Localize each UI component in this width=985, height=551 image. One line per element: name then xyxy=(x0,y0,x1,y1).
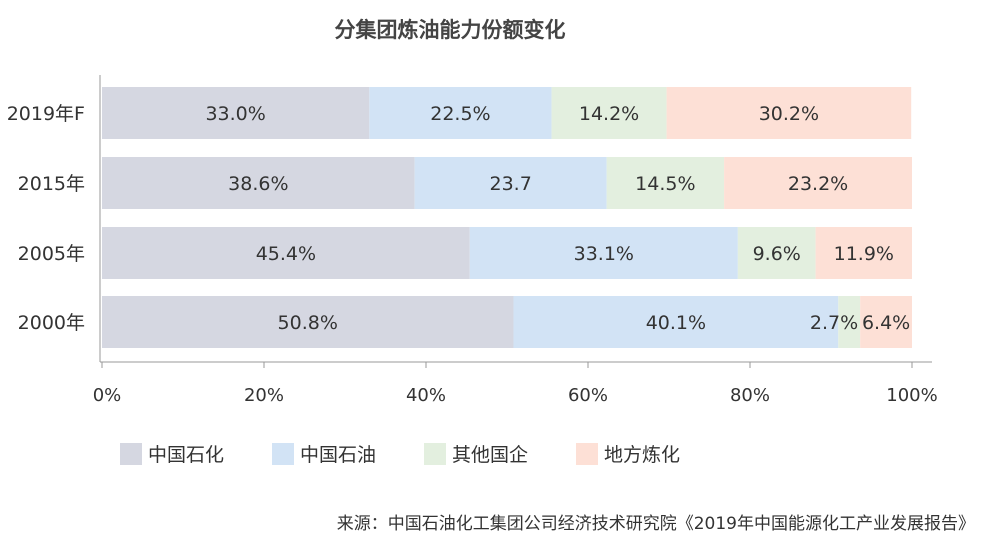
y-category-label: 2015年 xyxy=(18,173,85,195)
chart-title: 分集团炼油能力份额变化 xyxy=(334,18,566,42)
data-label: 23.7 xyxy=(489,173,531,195)
legend: 中国石化 中国石油 其他国企 地方炼化 xyxy=(120,440,728,467)
legend-item-local-refiners: 地方炼化 xyxy=(576,440,680,467)
legend-label: 中国石化 xyxy=(148,444,225,466)
legend-item-petrochina: 中国石油 xyxy=(272,440,376,467)
x-tick-label: 40% xyxy=(406,385,446,406)
data-label: 40.1% xyxy=(646,312,706,334)
bar-segment xyxy=(102,296,514,348)
bar-segment xyxy=(551,87,667,139)
bar-segment xyxy=(102,87,370,139)
data-label: 23.2% xyxy=(788,173,848,195)
bar-segment xyxy=(666,87,912,139)
bar-segment xyxy=(513,296,839,348)
bar-segment xyxy=(414,157,607,209)
legend-label: 地方炼化 xyxy=(604,444,681,466)
data-label: 2.7% xyxy=(810,312,858,334)
legend-swatch xyxy=(120,442,142,465)
bar-segment xyxy=(838,296,861,348)
legend-swatch xyxy=(576,442,599,465)
data-label: 11.9% xyxy=(834,243,894,265)
x-tick-label: 80% xyxy=(730,385,770,406)
legend-label: 其他国企 xyxy=(452,444,529,466)
legend-label: 中国石油 xyxy=(300,444,377,466)
data-label: 33.0% xyxy=(205,103,265,125)
x-tick-label: 60% xyxy=(568,385,608,406)
legend-item-sinopec: 中国石化 xyxy=(120,440,224,467)
bar-segment xyxy=(102,157,415,209)
y-category-label: 2000年 xyxy=(18,312,85,334)
data-label: 38.6% xyxy=(228,173,288,195)
bar-segment xyxy=(102,227,470,279)
data-label: 30.2% xyxy=(759,103,819,125)
bar-segment xyxy=(737,227,816,279)
data-label: 33.1% xyxy=(574,243,634,265)
data-label: 50.8% xyxy=(278,312,338,334)
data-label: 22.5% xyxy=(430,103,490,125)
bar-segment xyxy=(606,157,725,209)
x-tick-label: 100% xyxy=(886,385,937,406)
bar-segment xyxy=(860,296,912,348)
data-label: 45.4% xyxy=(256,243,316,265)
legend-swatch xyxy=(424,442,447,465)
chart-plot: 0% 20% 40% 60% 80% 100% 2019年F 33.0% 22.5% 14.2% 3… xyxy=(7,75,938,406)
legend-swatch xyxy=(272,442,295,465)
y-category-label: 2019年F xyxy=(7,103,85,125)
bar-segment xyxy=(815,227,912,279)
bar-segment xyxy=(469,227,738,279)
source-note: 来源：中国石油化工集团公司经济技术研究院《2019年中国能源化工产业发展报告》 xyxy=(336,514,975,534)
bar-segment xyxy=(724,157,912,209)
y-category-label: 2005年 xyxy=(18,243,85,265)
data-label: 6.4% xyxy=(862,312,910,334)
data-label: 14.2% xyxy=(579,103,639,125)
bar-segment xyxy=(369,87,552,139)
data-label: 9.6% xyxy=(753,243,801,265)
x-tick-label: 0% xyxy=(93,385,122,406)
x-tick-label: 20% xyxy=(244,385,284,406)
data-label: 14.5% xyxy=(635,173,695,195)
legend-item-other-soe: 其他国企 xyxy=(424,440,528,467)
